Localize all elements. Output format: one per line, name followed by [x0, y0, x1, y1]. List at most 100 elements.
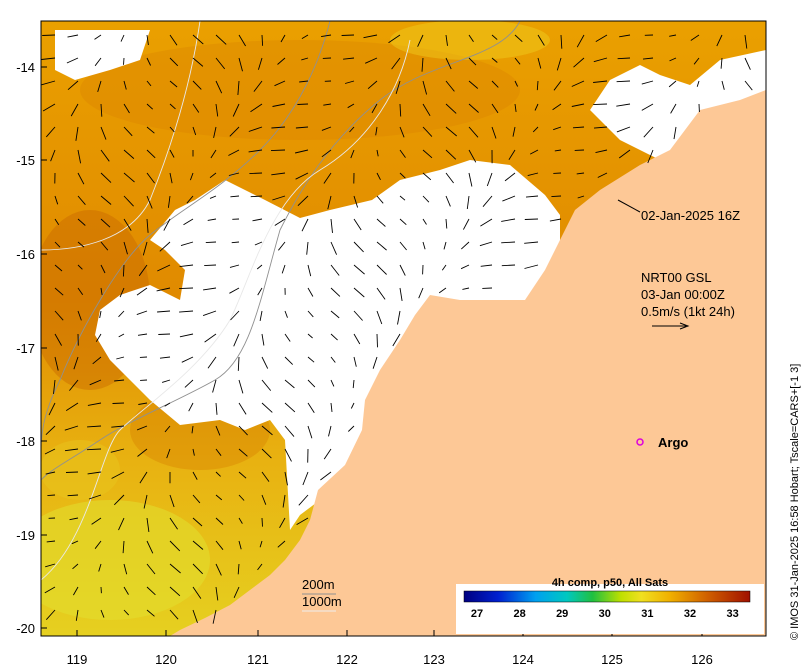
current-vector: [158, 333, 171, 335]
isobath-1000-label: 1000m: [302, 594, 342, 609]
colorbar-tick-label: 31: [641, 608, 653, 620]
current-vector: [250, 103, 263, 113]
current-vector: [504, 172, 516, 182]
current-vector: [321, 149, 332, 158]
current-vector: [295, 172, 309, 180]
current-vector: [720, 57, 723, 69]
current-vector: [164, 425, 171, 433]
current-vector: [301, 57, 309, 61]
current-vector: [261, 356, 269, 369]
current-vector: [261, 34, 264, 46]
current-vector: [215, 471, 221, 477]
current-vector: [233, 586, 240, 598]
y-tick-label: -17: [16, 341, 35, 356]
current-vector: [501, 264, 516, 267]
current-vector: [215, 494, 223, 501]
current-vector: [307, 310, 314, 318]
current-vector: [146, 195, 153, 209]
current-vector: [257, 57, 263, 70]
current-vector: [146, 103, 154, 110]
current-vector: [146, 80, 152, 87]
current-vector: [54, 241, 61, 248]
current-vector: [54, 356, 59, 371]
current-vector: [204, 333, 217, 343]
current-vector: [256, 264, 263, 270]
current-vector: [641, 80, 654, 85]
current-vector: [215, 563, 222, 576]
current-vector: [445, 126, 457, 137]
current-vector: [192, 586, 202, 599]
current-vector: [330, 241, 338, 255]
current-vector: [617, 57, 631, 60]
current-vector: [445, 34, 448, 46]
current-vector: [593, 126, 608, 129]
current-vector: [69, 517, 79, 521]
current-vector: [169, 540, 181, 552]
current-vector: [67, 494, 79, 497]
current-vector: [284, 379, 295, 389]
y-tick-label: -15: [16, 153, 35, 168]
current-vector: [353, 241, 364, 253]
current-vector: [330, 310, 340, 319]
current-vector: [54, 287, 64, 296]
current-vector: [212, 609, 217, 624]
current-vector: [69, 379, 79, 391]
current-vector: [284, 425, 295, 437]
current-vector: [123, 563, 128, 575]
current-vector: [45, 425, 56, 436]
current-vector: [238, 540, 242, 550]
current-vector: [460, 241, 470, 250]
colorbar-title: 4h comp, p50, All Sats: [552, 577, 668, 589]
current-vector: [468, 57, 477, 66]
current-vector: [296, 517, 309, 525]
current-vector: [277, 540, 286, 548]
current-vector: [323, 103, 332, 106]
current-vector: [250, 195, 263, 198]
current-vector: [192, 126, 197, 136]
current-vector: [549, 218, 562, 222]
current-vector: [353, 264, 365, 275]
current-vector: [97, 80, 102, 93]
current-vector: [77, 241, 85, 248]
current-vector: [445, 103, 457, 114]
current-vector: [207, 218, 217, 221]
current-vector: [647, 149, 654, 164]
current-vector: [118, 310, 125, 318]
current-vector: [45, 609, 56, 621]
x-tick-label: 122: [336, 652, 358, 667]
current-vector: [111, 471, 125, 479]
current-vector: [399, 195, 406, 201]
current-vector: [136, 310, 148, 316]
current-vector: [491, 57, 498, 63]
current-vector: [70, 103, 79, 117]
current-vector: [179, 333, 194, 338]
current-vector: [618, 149, 631, 159]
current-vector: [571, 103, 585, 107]
current-vector: [66, 57, 79, 64]
current-vector: [669, 34, 677, 37]
current-vector: [261, 494, 267, 505]
current-vector: [320, 471, 332, 481]
argo-float-marker: [636, 438, 644, 446]
current-vector: [744, 34, 748, 49]
current-vector: [537, 34, 545, 46]
current-vector: [157, 264, 171, 272]
current-vector: [441, 264, 447, 271]
current-vector: [347, 425, 355, 432]
current-vector: [179, 310, 194, 313]
current-vector: [417, 34, 424, 47]
current-vector: [54, 218, 60, 225]
current-vector: [77, 149, 82, 164]
current-vector: [259, 540, 263, 548]
current-vector: [514, 80, 519, 87]
current-vector: [161, 379, 171, 383]
current-vector: [192, 609, 198, 624]
x-tick-label: 121: [247, 652, 269, 667]
current-vector: [164, 402, 171, 407]
current-vector: [100, 218, 111, 228]
current-vector: [321, 34, 332, 38]
current-vector: [422, 103, 431, 117]
current-vector: [280, 34, 286, 43]
current-vector: [527, 172, 539, 177]
